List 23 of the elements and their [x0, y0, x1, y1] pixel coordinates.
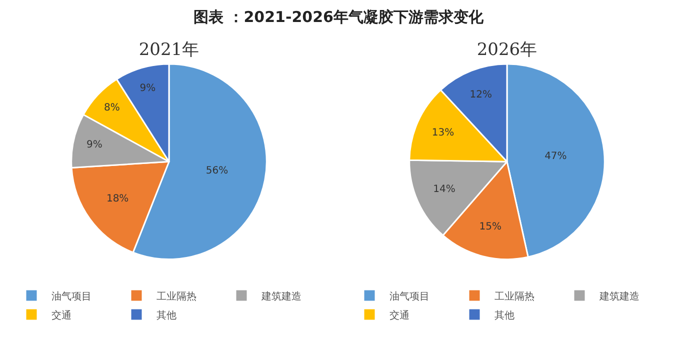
- data-label: 15%: [479, 221, 502, 232]
- data-label: 12%: [470, 90, 492, 101]
- legend-label: 其他: [156, 309, 176, 322]
- data-label: 9%: [86, 139, 102, 150]
- text: 图表 ：2021-2026年气凝胶下游需求变化: [192, 7, 484, 28]
- legend-label: 建筑建造: [260, 290, 302, 302]
- data-label: 9%: [140, 82, 156, 94]
- legend-label: 其他: [494, 309, 514, 322]
- legend-label: 建筑建造: [598, 290, 640, 302]
- chart-subtitle: 2021年: [138, 40, 200, 60]
- legend-label: 交通: [390, 309, 410, 322]
- data-label: 18%: [106, 194, 129, 205]
- chart-title: 2026年: [476, 40, 538, 60]
- legend-label: 油气项目: [52, 290, 92, 302]
- legend-label: 工业隔热: [494, 290, 534, 302]
- data-label: 13%: [432, 128, 454, 139]
- data-label: 47%: [544, 150, 567, 162]
- legend-label: 交通: [52, 309, 72, 322]
- legend-label: 油气项目: [390, 290, 430, 302]
- data-label: 14%: [433, 184, 456, 196]
- legend-label: 工业隔热: [156, 290, 196, 302]
- data-label: 56%: [206, 165, 228, 176]
- data-label: 8%: [104, 102, 120, 114]
